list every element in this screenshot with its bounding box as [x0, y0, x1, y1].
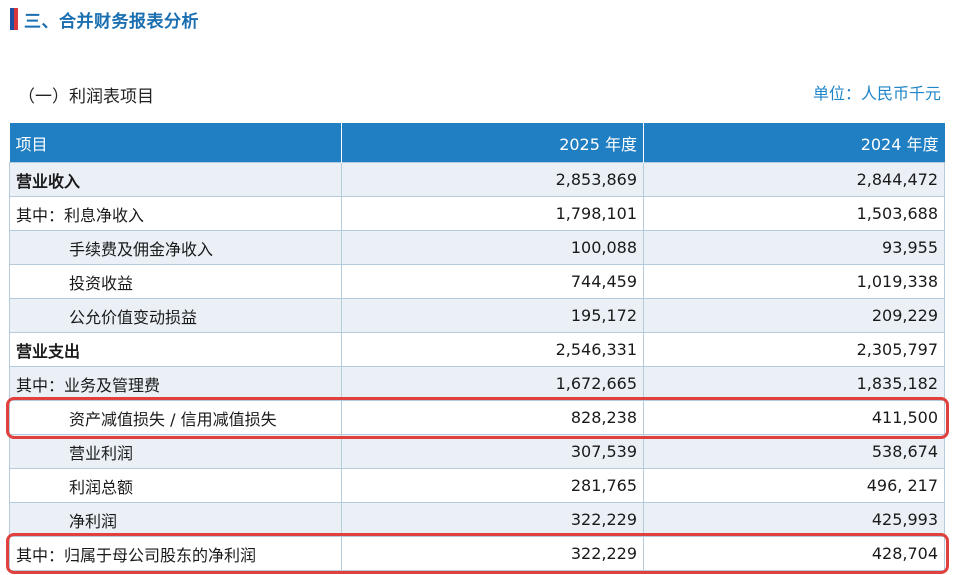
table-row: 净利润 322,229 425,993 — [9, 502, 945, 537]
income-statement-table: 项目 2025 年度 2024 年度 营业收入 2,853,869 2,844,47… — [9, 123, 945, 571]
row-label: 营业收入 — [9, 162, 342, 197]
row-label: 资产减值损失 / 信用减值损失 — [9, 400, 342, 435]
table-row: 手续费及佣金净收入 100,088 93,955 — [9, 230, 945, 265]
row-label: 其中：归属于母公司股东的净利润 — [9, 536, 342, 571]
value-2025: 281,765 — [341, 468, 644, 503]
value-2024: 93,955 — [643, 230, 945, 265]
row-label: 公允价值变动损益 — [9, 298, 342, 333]
row-label: 投资收益 — [9, 264, 342, 299]
value-2024: 2,844,472 — [643, 162, 945, 197]
section-marker-icon — [10, 8, 18, 30]
value-2024: 425,993 — [643, 502, 945, 537]
table-row: 营业支出 2,546,331 2,305,797 — [9, 332, 945, 367]
row-label: 其中：业务及管理费 — [9, 366, 342, 401]
value-2024: 411,500 — [643, 400, 945, 435]
row-label: 利润总额 — [9, 468, 342, 503]
value-2024: 538,674 — [643, 434, 945, 469]
section-title: 三、合并财务报表分析 — [24, 11, 199, 32]
value-2024: 209,229 — [643, 298, 945, 333]
value-2024: 1,503,688 — [643, 196, 945, 231]
value-2025: 195,172 — [341, 298, 644, 333]
table-row: 其中：利息净收入 1,798,101 1,503,688 — [9, 196, 945, 231]
section-header: 三、合并财务报表分析 — [10, 6, 199, 32]
table-header-row: 项目 2025 年度 2024 年度 — [9, 123, 945, 163]
value-2024: 428,704 — [643, 536, 945, 571]
table-row: 营业收入 2,853,869 2,844,472 — [9, 162, 945, 197]
header-item: 项目 — [9, 123, 342, 163]
value-2025: 307,539 — [341, 434, 644, 469]
row-label: 营业支出 — [9, 332, 342, 367]
value-2024: 2,305,797 — [643, 332, 945, 367]
value-2025: 2,546,331 — [341, 332, 644, 367]
value-2025: 744,459 — [341, 264, 644, 299]
table-row: 利润总额 281,765 496, 217 — [9, 468, 945, 503]
row-label: 手续费及佣金净收入 — [9, 230, 342, 265]
header-2025: 2025 年度 — [341, 123, 644, 163]
value-2025: 1,672,665 — [341, 366, 644, 401]
table-row: 公允价值变动损益 195,172 209,229 — [9, 298, 945, 333]
value-2025: 2,853,869 — [341, 162, 644, 197]
row-label: 其中：利息净收入 — [9, 196, 342, 231]
table-row: 资产减值损失 / 信用减值损失 828,238 411,500 — [9, 400, 945, 435]
row-label: 净利润 — [9, 502, 342, 537]
value-2025: 322,229 — [341, 536, 644, 571]
value-2024: 1,019,338 — [643, 264, 945, 299]
table-row: 其中：业务及管理费 1,672,665 1,835,182 — [9, 366, 945, 401]
table-row: 营业利润 307,539 538,674 — [9, 434, 945, 469]
table-row: 投资收益 744,459 1,019,338 — [9, 264, 945, 299]
value-2024: 1,835,182 — [643, 366, 945, 401]
header-2024: 2024 年度 — [643, 123, 945, 163]
value-2025: 100,088 — [341, 230, 644, 265]
subsection-title: （一）利润表项目 — [18, 87, 154, 107]
value-2025: 828,238 — [341, 400, 644, 435]
table-row: 其中：归属于母公司股东的净利润 322,229 428,704 — [9, 536, 945, 571]
unit-label: 单位：人民币千元 — [812, 84, 941, 103]
value-2024: 496, 217 — [643, 468, 945, 503]
row-label: 营业利润 — [9, 434, 342, 469]
value-2025: 1,798,101 — [341, 196, 644, 231]
value-2025: 322,229 — [341, 502, 644, 537]
